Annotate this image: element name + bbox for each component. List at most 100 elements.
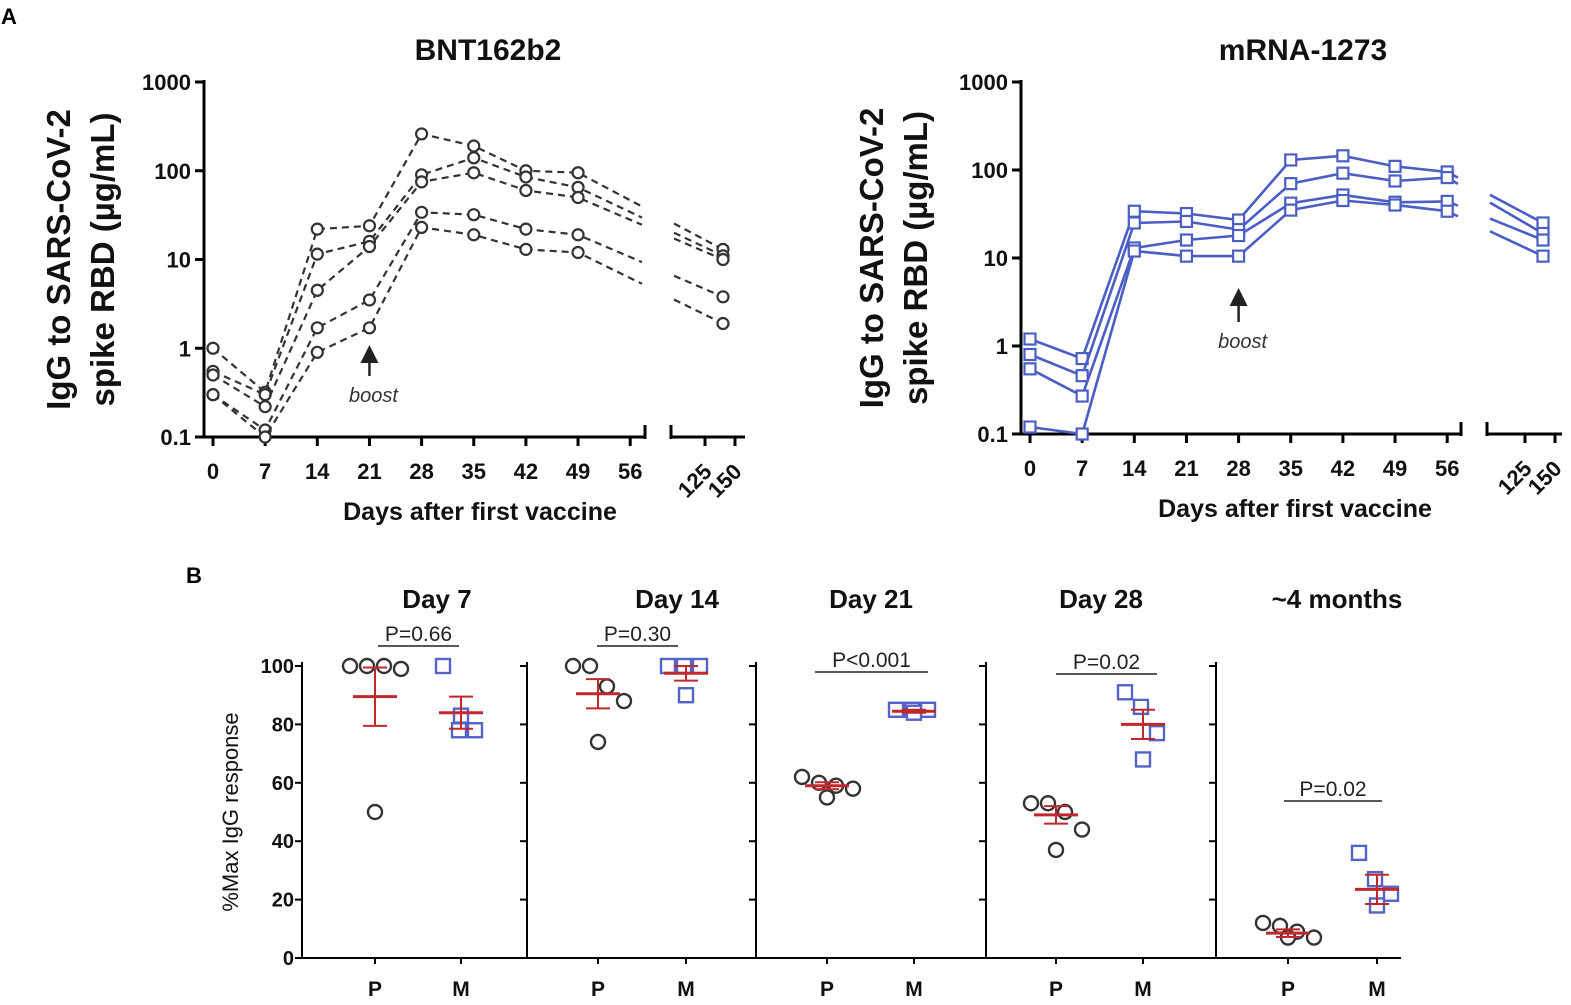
- bnt-data-point: [310, 345, 324, 359]
- bnt-data-point: [310, 321, 324, 335]
- mrna-x-axis-label: Days after first vaccine: [1158, 495, 1432, 523]
- mrna-x-tick-label: 7: [1076, 456, 1088, 481]
- mrna-data-point: [1388, 174, 1402, 188]
- bnt-data-point: [467, 166, 481, 180]
- bnt-y-axis-label: IgG to SARS-CoV-2 spike RBD (µg/mL): [40, 109, 121, 410]
- mrna-data-point: [1440, 170, 1454, 185]
- mrna-data-point: [1336, 166, 1350, 180]
- mrna-data-point: [1179, 214, 1194, 229]
- bnt-data-point: [415, 175, 429, 189]
- mrna-y-tick-label: 1: [996, 334, 1008, 359]
- mrna-x-tick-label: 0: [1024, 456, 1036, 481]
- bnt-x-tick-label: 7: [259, 459, 271, 484]
- mrna-data-point: [1023, 362, 1037, 376]
- b2-p-point: [564, 657, 582, 675]
- mrna-x-tick-label: 42: [1331, 456, 1355, 481]
- mrna-x-tick-label: 56: [1435, 456, 1459, 481]
- mrna-data-point: [1536, 216, 1550, 230]
- bnt-y-tick-label: 1: [179, 336, 191, 361]
- b1-m-point: [466, 722, 484, 739]
- b3-p-point: [818, 789, 836, 806]
- bnt-data-point: [519, 222, 533, 236]
- b1-category-label: M: [452, 978, 470, 1001]
- mrna-data-point: [1536, 233, 1550, 247]
- bnt-data-point: [415, 127, 429, 141]
- mrna-data-point: [1440, 204, 1454, 218]
- mrna-data-point: [1388, 159, 1402, 173]
- mrna-data-point: [1023, 347, 1037, 362]
- bnt-data-point: [415, 220, 429, 234]
- bnt-x-tick-label: 49: [566, 459, 590, 484]
- bnt-data-point: [258, 430, 272, 444]
- bnt-data-point: [467, 208, 481, 222]
- percent-max-igg-dot-plots: %Max IgG response 0 20 40 60 80 100 Day 7 P M P=0.…: [218, 584, 1402, 1001]
- b2-p-point: [581, 657, 599, 675]
- bnt-data-point: [258, 400, 272, 414]
- mrna-data-point: [1127, 244, 1141, 258]
- b2-title: Day 14: [635, 584, 719, 614]
- b4-pvalue: P=0.02: [1073, 651, 1140, 674]
- mrna-data-point: [1231, 249, 1246, 263]
- mrna-data-point: [1336, 149, 1350, 163]
- bnt-y-tick-label: 0.1: [160, 425, 191, 450]
- panel-a-label: A: [1, 4, 17, 29]
- bnt-x-tick-label: 0: [207, 459, 219, 484]
- b4-m-point: [1132, 698, 1150, 716]
- b5-pvalue: P=0.02: [1299, 778, 1366, 801]
- bnt-data-point: [310, 222, 324, 236]
- bnt-data-point: [362, 321, 377, 335]
- mrna-data-point: [1075, 389, 1089, 403]
- mrna-x-tick-label: 28: [1226, 456, 1250, 481]
- bnt-data-point: [362, 219, 377, 233]
- bnt-data-point: [467, 139, 481, 153]
- bnt-data-point: [571, 166, 585, 180]
- mrna-boost-arrow-icon: [1229, 288, 1248, 306]
- b2-pvalue: P=0.30: [604, 623, 671, 646]
- bnt-data-point: [716, 316, 730, 331]
- bnt-data-point: [571, 228, 585, 242]
- mrna-data-point: [1231, 228, 1246, 243]
- b4-m-point: [1116, 684, 1134, 701]
- bnt-x-tick-label: 42: [514, 459, 538, 484]
- b2-category-label: M: [677, 978, 695, 1001]
- mrna-y-tick-label: 10: [984, 246, 1008, 271]
- bnt-data-point: [571, 190, 585, 205]
- b2-p-point: [615, 692, 633, 710]
- b1-p-point: [358, 657, 376, 675]
- b4-category-label: P: [1049, 978, 1063, 1001]
- b3-title: Day 21: [829, 584, 913, 614]
- bnt-x-axis-label: Days after first vaccine: [343, 498, 617, 526]
- b5-title: ~4 months: [1272, 584, 1403, 614]
- bnt-data-point: [571, 245, 585, 260]
- b-y-axis-label: %Max IgG response: [218, 712, 243, 911]
- mrna-x-tick-label: 14: [1122, 456, 1147, 481]
- bnt-series-line: [212, 171, 724, 409]
- bnt-data-point: [519, 170, 533, 184]
- b1-p-point: [341, 657, 359, 675]
- mrna-series-line: [1029, 171, 1544, 378]
- b2-category-label: P: [591, 978, 605, 1001]
- mrna-y-tick-label: 100: [971, 158, 1008, 183]
- b4-p-point: [1039, 795, 1057, 812]
- b1-category-label: P: [368, 978, 382, 1001]
- panel-b-label: B: [186, 563, 202, 588]
- mrna-data-point: [1179, 249, 1194, 263]
- bnt162b2-line-chart: BNT162b2 IgG to SARS-CoV-2 spike RBD (µg/m…: [40, 34, 747, 526]
- b4-category-label: M: [1134, 978, 1152, 1001]
- b5-m-point: [1350, 844, 1368, 862]
- mrna-series-line: [1029, 199, 1544, 436]
- bnt-x-tick-label: 35: [462, 459, 486, 484]
- b1-p-point: [375, 657, 393, 675]
- mrna-x-tick-label-late: 150: [1523, 456, 1567, 500]
- bnt-data-point: [519, 242, 533, 256]
- bnt-series-line: [212, 156, 724, 397]
- bnt-x-tick-label-late: 150: [703, 459, 747, 503]
- mrna-y-axis-label: IgG to SARS-CoV-2 spike RBD (µg/mL): [853, 108, 934, 409]
- mrna-x-tick-label: 35: [1279, 456, 1303, 481]
- mrna-data-point: [1023, 420, 1037, 434]
- mrna-data-point: [1388, 198, 1402, 212]
- b3-p-point: [793, 768, 811, 786]
- mrna-data-point: [1284, 153, 1298, 167]
- mrna-data-point: [1536, 249, 1550, 263]
- bnt-title: BNT162b2: [415, 34, 562, 67]
